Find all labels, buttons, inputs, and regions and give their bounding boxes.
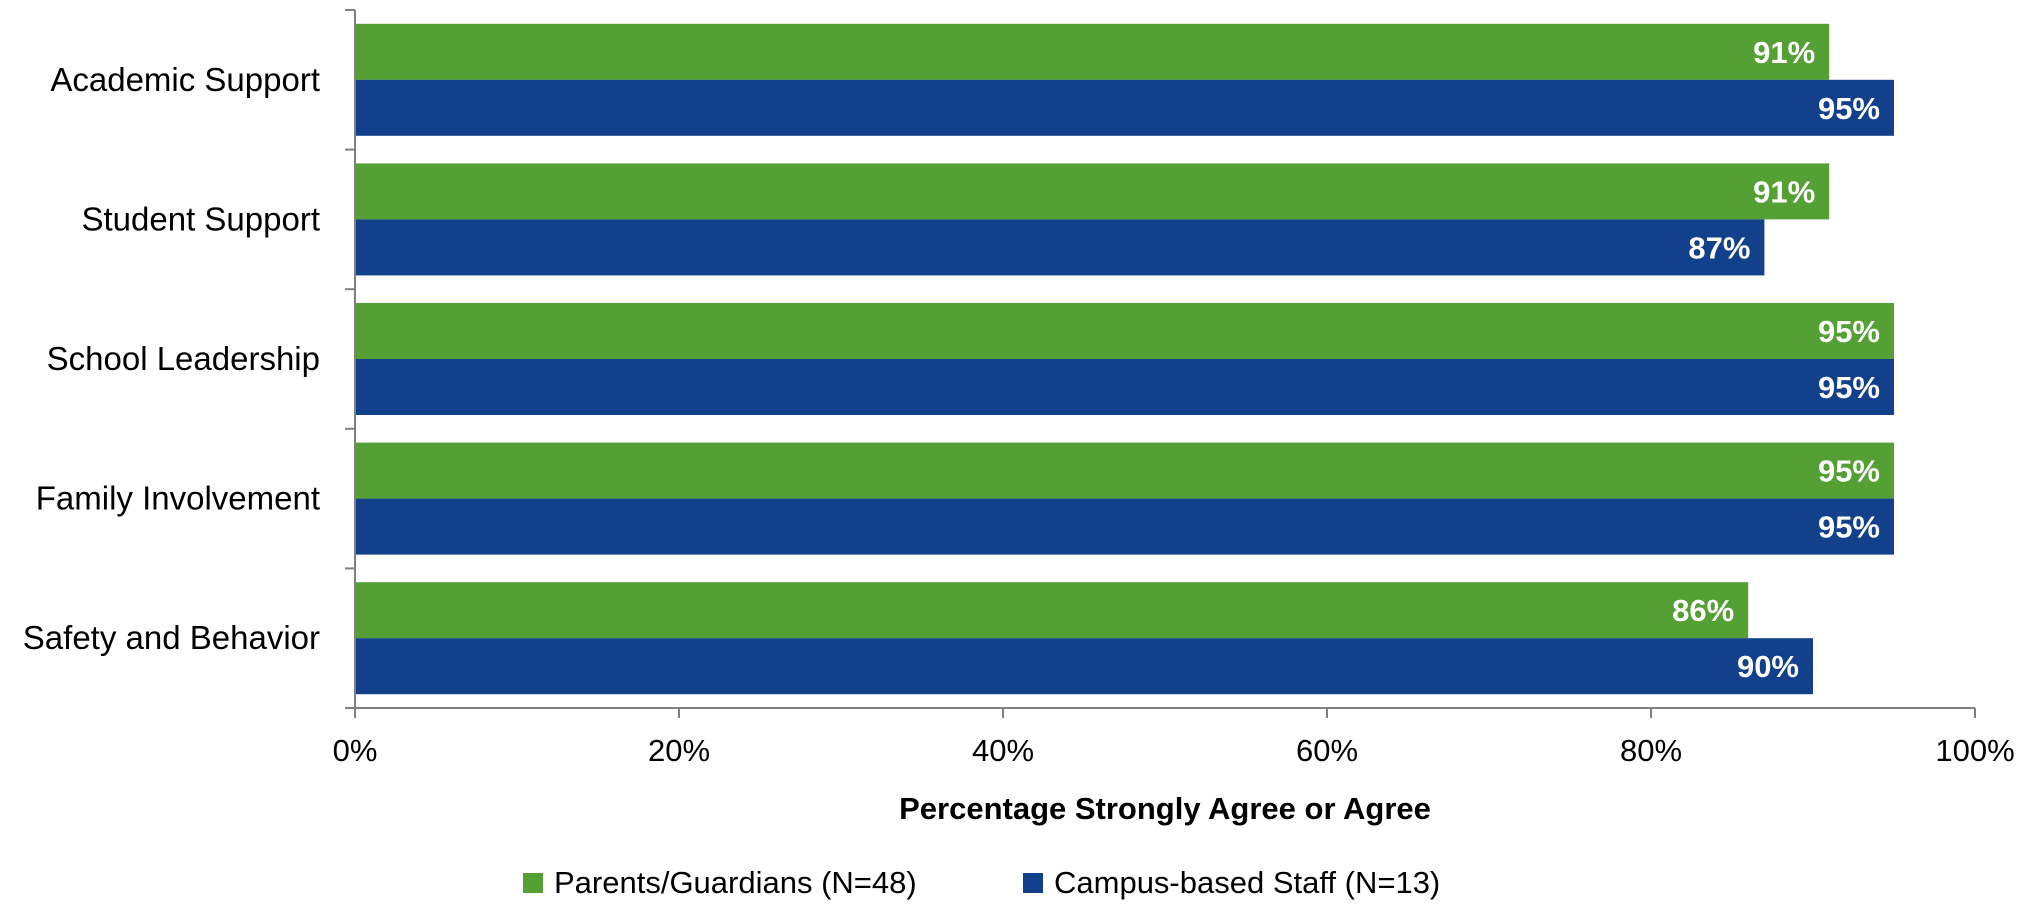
- bar: [355, 219, 1765, 276]
- x-tick-label: 40%: [972, 733, 1034, 768]
- bar-data-label: 87%: [1688, 230, 1750, 265]
- category-label: Safety and Behavior: [23, 619, 320, 656]
- category-label: Family Involvement: [36, 480, 320, 517]
- bars-layer: [355, 23, 1894, 695]
- bar: [355, 79, 1894, 136]
- legend-label: Campus-based Staff (N=13): [1054, 865, 1440, 900]
- category-label: Academic Support: [50, 61, 320, 98]
- x-axis-title: Percentage Strongly Agree or Agree: [899, 791, 1431, 826]
- bar-data-label: 90%: [1737, 649, 1799, 684]
- bar: [355, 498, 1894, 555]
- bar: [355, 303, 1894, 359]
- category-label: School Leadership: [47, 340, 320, 377]
- bar-data-label: 95%: [1818, 510, 1880, 545]
- bar: [355, 582, 1749, 639]
- legend-label: Parents/Guardians (N=48): [554, 865, 917, 900]
- x-tick-label: 20%: [648, 733, 710, 768]
- x-tick-label: 100%: [1935, 733, 2014, 768]
- legend-swatch: [523, 873, 543, 893]
- bar: [355, 442, 1894, 499]
- bar-data-label: 95%: [1818, 370, 1880, 405]
- bar-data-label: 95%: [1818, 454, 1880, 489]
- x-tick-label: 80%: [1620, 733, 1682, 768]
- legend-swatch: [1023, 873, 1043, 893]
- bar-data-label: 91%: [1753, 174, 1815, 209]
- bar: [355, 359, 1894, 415]
- bar-data-label: 95%: [1818, 314, 1880, 349]
- x-tick-label: 0%: [333, 733, 378, 768]
- bar-data-label: 95%: [1818, 91, 1880, 126]
- legend: Parents/Guardians (N=48) Campus-based Sta…: [523, 865, 1440, 900]
- bar: [355, 163, 1830, 220]
- x-tick-label: 60%: [1296, 733, 1358, 768]
- bar-data-label: 86%: [1672, 593, 1734, 628]
- bar: [355, 638, 1813, 695]
- bar-data-label: 91%: [1753, 35, 1815, 70]
- category-label: Student Support: [81, 200, 320, 237]
- axes-layer: [345, 9, 1976, 718]
- bar: [355, 23, 1830, 80]
